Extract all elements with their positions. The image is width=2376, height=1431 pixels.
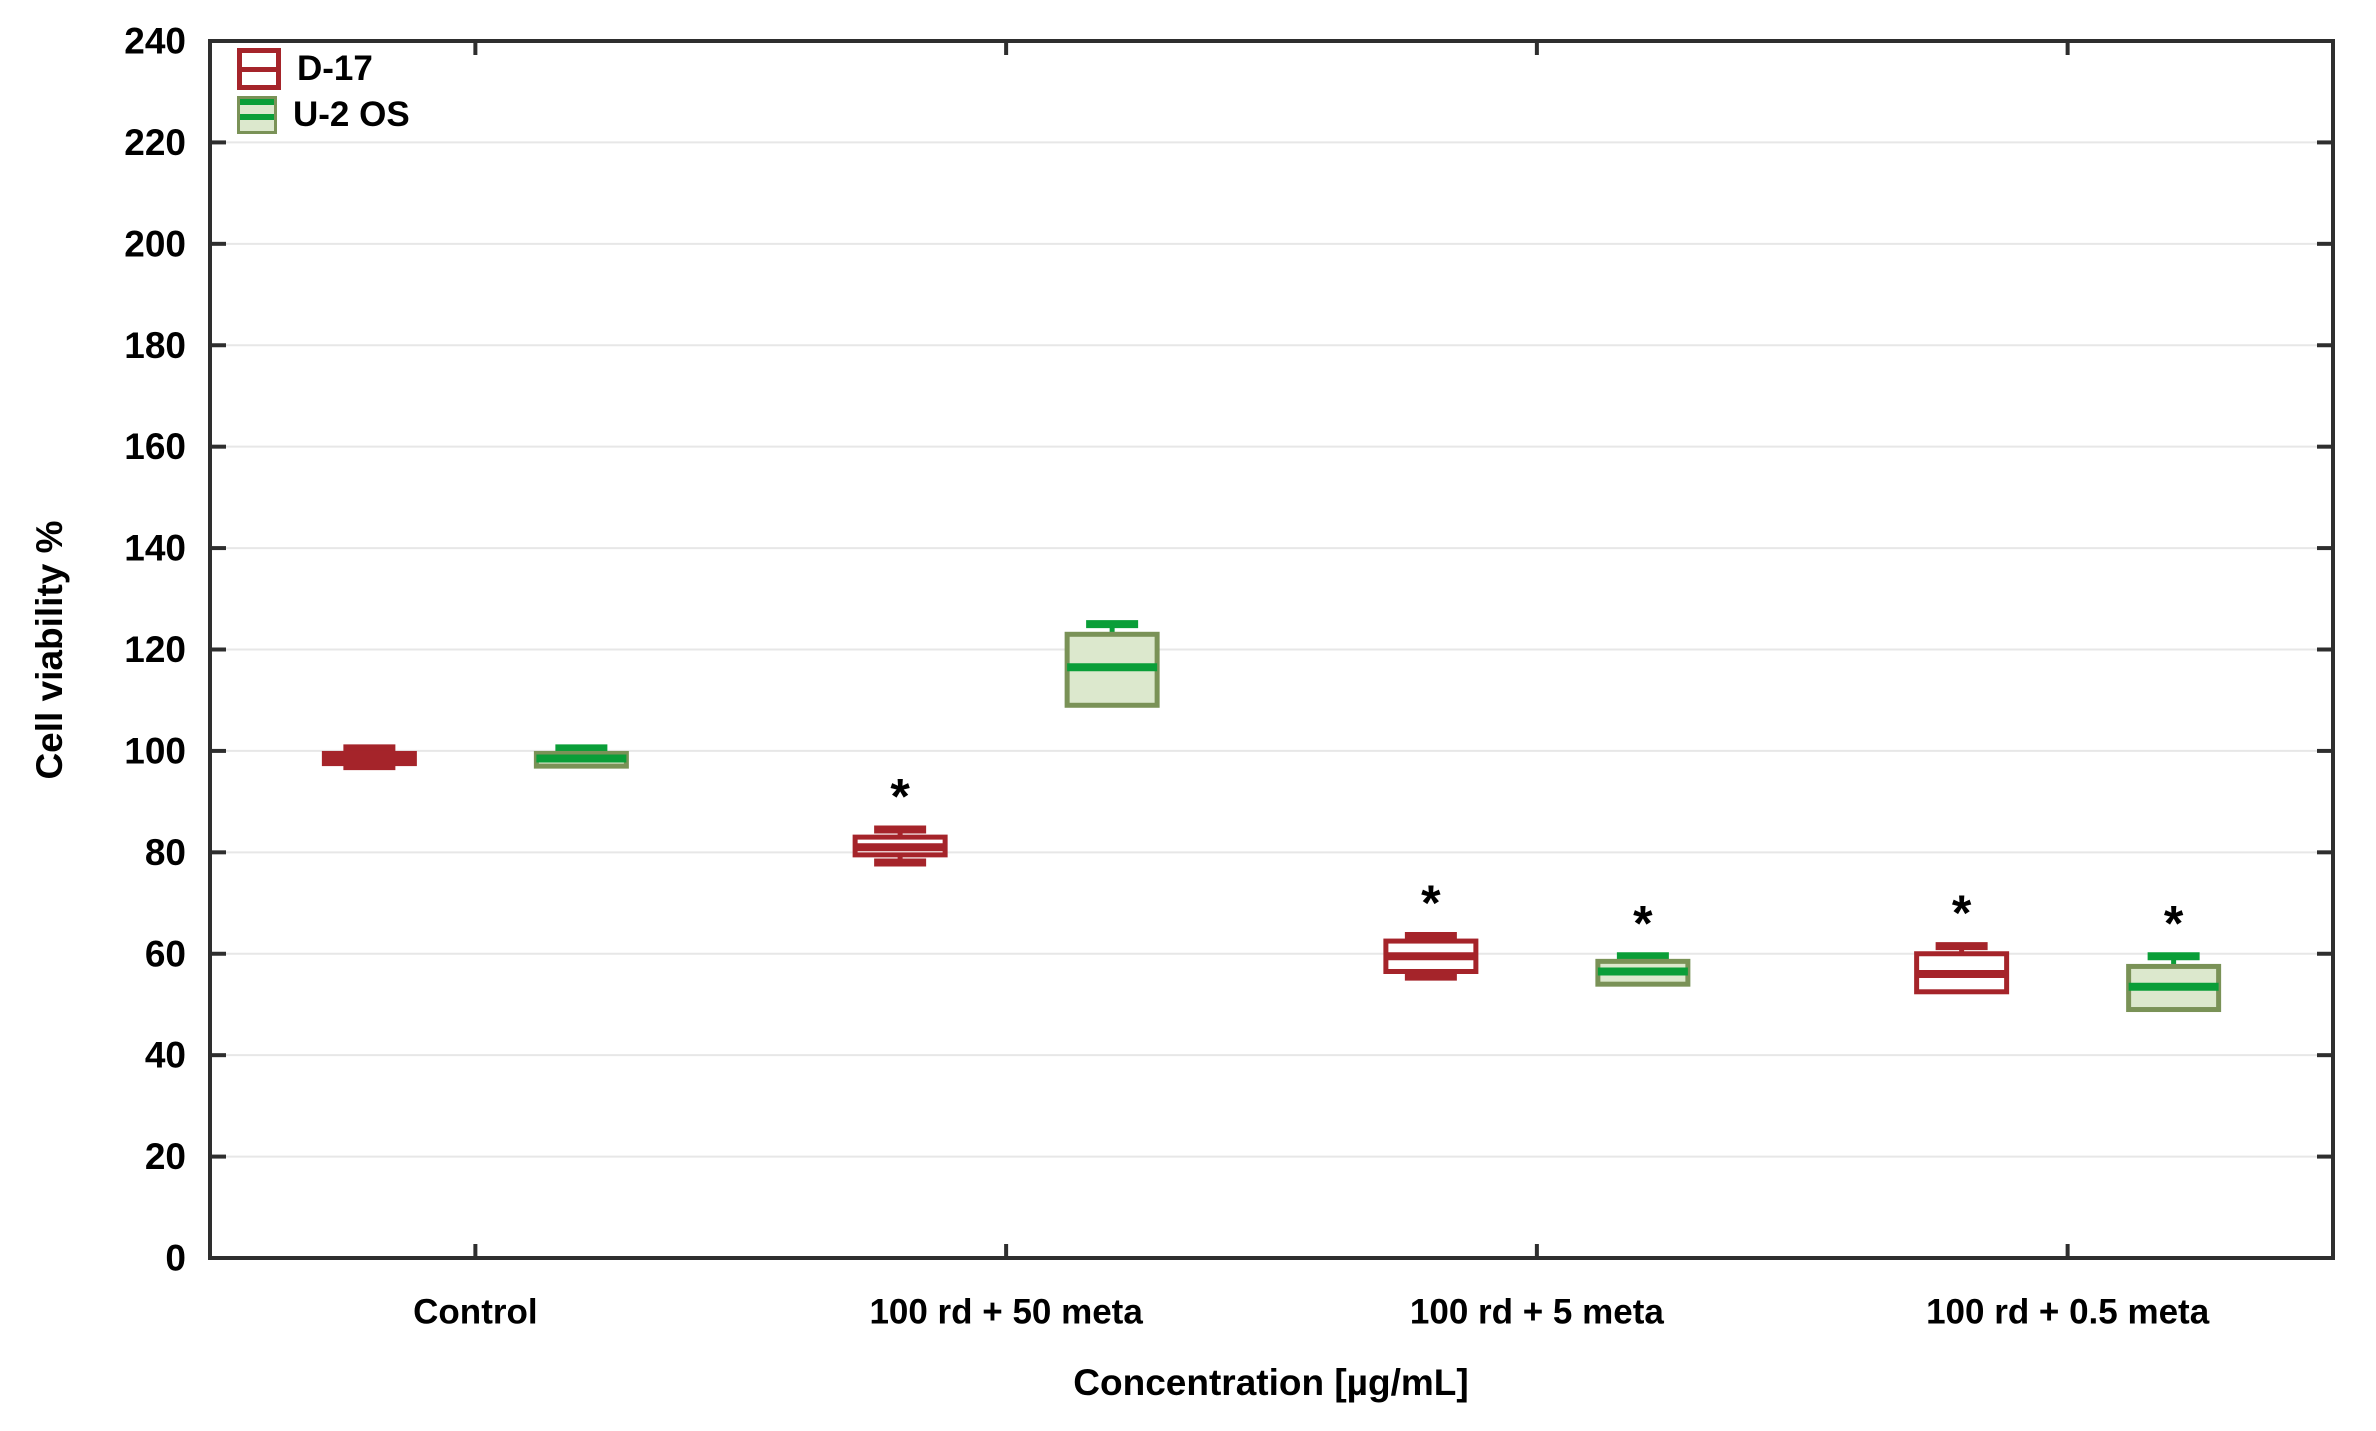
significance-star: *: [1421, 875, 1441, 931]
legend-item-d17: D-17: [237, 46, 410, 92]
significance-star: *: [2164, 895, 2184, 951]
significance-star: *: [1952, 885, 1972, 941]
x-axis-title: Concentration [µg/mL]: [1073, 1362, 1469, 1403]
y-tick-label: 20: [145, 1136, 186, 1177]
significance-star: *: [890, 769, 910, 825]
y-axis-title: Cell viability %: [29, 520, 70, 780]
x-category-label: 100 rd + 0.5 meta: [1926, 1293, 2210, 1332]
legend-item-u2os: U-2 OS: [237, 92, 410, 138]
u2os-box-swatch-icon: [237, 96, 277, 134]
d17-box-swatch-icon: [237, 48, 281, 90]
y-tick-label: 40: [145, 1035, 186, 1076]
x-category-label: 100 rd + 5 meta: [1410, 1293, 1664, 1332]
legend: D-17 U-2 OS: [237, 46, 410, 138]
x-category-label: 100 rd + 50 meta: [869, 1293, 1143, 1332]
y-tick-label: 160: [124, 426, 186, 467]
y-tick-label: 80: [145, 832, 186, 873]
y-tick-label: 240: [124, 21, 186, 62]
legend-label-u2os: U-2 OS: [293, 95, 410, 134]
significance-star: *: [1633, 895, 1653, 951]
y-tick-label: 220: [124, 122, 186, 163]
y-tick-label: 180: [124, 325, 186, 366]
legend-label-d17: D-17: [297, 49, 373, 88]
y-tick-label: 140: [124, 528, 186, 569]
y-tick-label: 0: [165, 1238, 186, 1279]
y-tick-label: 100: [124, 730, 186, 771]
y-tick-label: 60: [145, 933, 186, 974]
y-tick-label: 120: [124, 629, 186, 670]
y-tick-label: 200: [124, 223, 186, 264]
x-category-label: Control: [413, 1293, 537, 1332]
